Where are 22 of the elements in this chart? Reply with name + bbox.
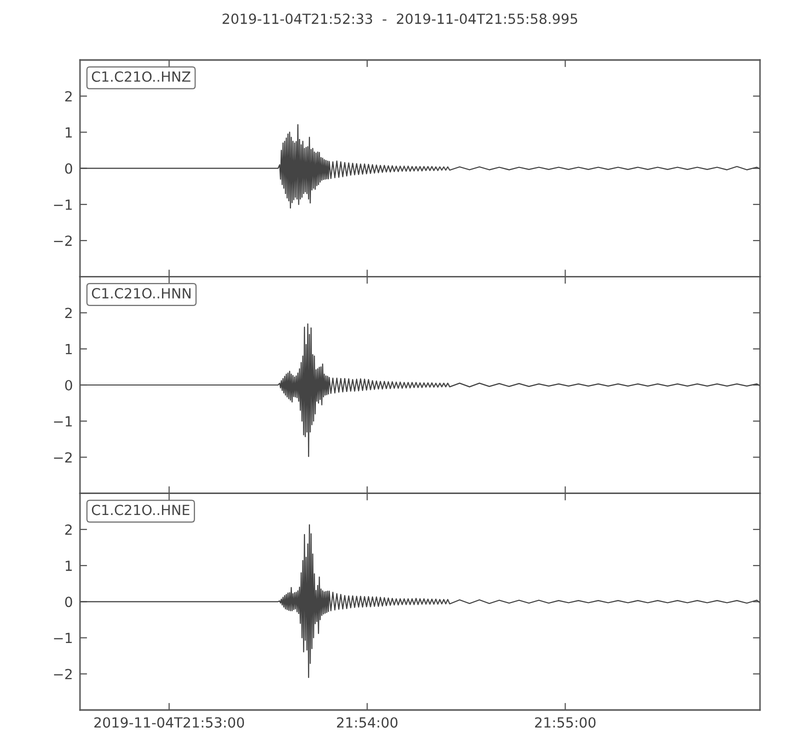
chart-title: 2019-11-04T21:52:33 - 2019-11-04T21:55:58.995 (222, 14, 578, 24)
y-tick-label: −1 (54, 416, 72, 426)
x-tick-label: 2019-11-04T21:53:00 (94, 717, 244, 728)
y-tick-label: 1 (66, 560, 72, 571)
y-tick-label: 0 (65, 163, 72, 174)
y-tick-label: 2 (65, 308, 72, 318)
text: C1.C21O..HNZ (92, 71, 190, 82)
y-tick-label: −2 (54, 236, 72, 246)
y-tick-label: 2 (65, 524, 72, 535)
y-tick-label: 0 (65, 596, 72, 608)
x-tick-label: 21:55:00 (535, 717, 596, 728)
y-tick-label: −2 (54, 452, 72, 462)
x-tick-label: 21:54:00 (337, 717, 398, 728)
text: C1.C21O..HNE (92, 504, 190, 516)
y-tick-label: 1 (66, 344, 72, 354)
y-tick-label: −1 (54, 200, 72, 210)
y-tick-label: −1 (54, 632, 72, 644)
y-tick-label: −2 (54, 668, 72, 680)
y-tick-label: 0 (65, 380, 72, 390)
y-tick-label: 2 (65, 91, 72, 102)
y-tick-label: 1 (66, 127, 72, 138)
text: C1.C21O..HNN (92, 288, 190, 299)
